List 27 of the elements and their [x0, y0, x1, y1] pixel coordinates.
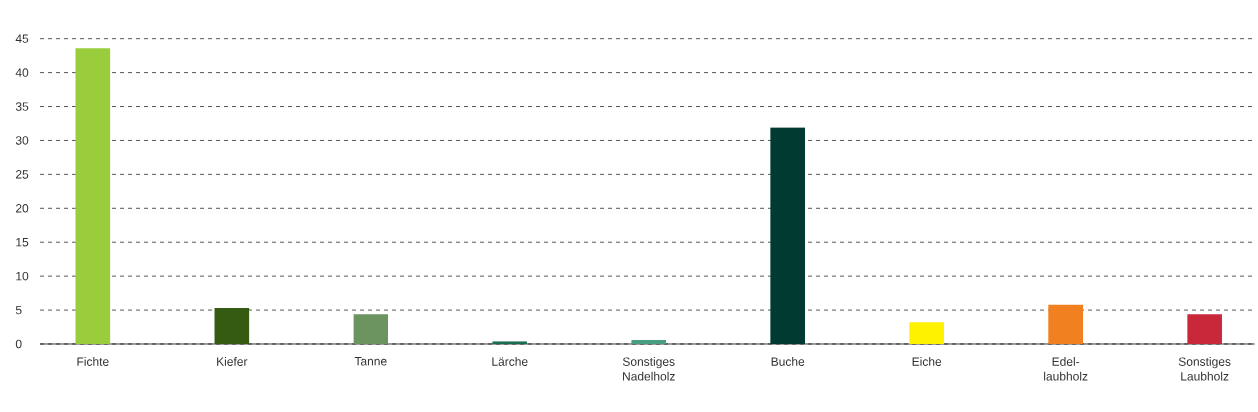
x-tick-label: Kiefer	[217, 357, 248, 366]
x-tick-label: Eiche	[912, 357, 942, 366]
bar	[770, 127, 806, 344]
x-tick-label: Tanne	[354, 357, 387, 366]
y-tick-label: 0	[15, 339, 22, 349]
bar	[214, 308, 250, 344]
y-tick-label: 10	[16, 271, 29, 281]
bar	[75, 48, 111, 344]
bar	[909, 322, 945, 344]
y-tick-label: 40	[15, 68, 29, 77]
x-tick-label: Buche	[771, 357, 805, 366]
y-tick-label: 15	[16, 238, 29, 247]
x-tick-label: Edel-laubholz	[1044, 357, 1088, 381]
bar	[1187, 314, 1222, 344]
bar	[1048, 304, 1083, 344]
y-tick-label: 35	[15, 102, 29, 111]
y-tick-label: 5	[15, 305, 22, 315]
bar	[631, 339, 667, 344]
y-tick-label: 25	[15, 170, 29, 179]
x-tick-label: Sonstiges Laubholz	[1178, 357, 1231, 381]
y-tick-label: 30	[15, 136, 29, 145]
x-tick-label: Sonstiges Nadelholz	[622, 357, 675, 381]
y-tick-label: 20	[15, 204, 29, 213]
x-tick-label: Fichte	[77, 357, 109, 366]
bar	[353, 314, 389, 344]
x-tick-label: Lärche	[492, 357, 528, 366]
y-tick-label: 45	[15, 34, 29, 43]
